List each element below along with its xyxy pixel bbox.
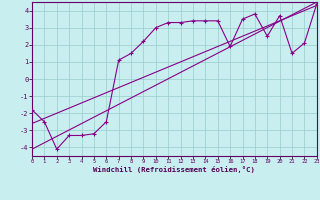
X-axis label: Windchill (Refroidissement éolien,°C): Windchill (Refroidissement éolien,°C) bbox=[93, 166, 255, 173]
